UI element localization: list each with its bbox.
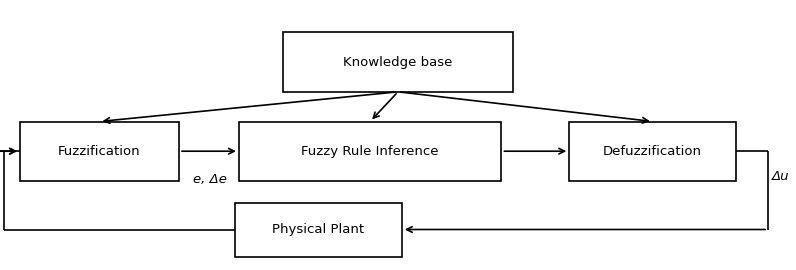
Text: Δu: Δu	[772, 170, 790, 183]
Text: e, Δe: e, Δe	[193, 173, 227, 186]
Text: Physical Plant: Physical Plant	[272, 223, 365, 236]
Text: Fuzzy Rule Inference: Fuzzy Rule Inference	[302, 145, 439, 158]
FancyBboxPatch shape	[20, 122, 179, 181]
FancyBboxPatch shape	[239, 122, 501, 181]
FancyBboxPatch shape	[235, 202, 402, 256]
Text: Defuzzification: Defuzzification	[603, 145, 702, 158]
FancyBboxPatch shape	[569, 122, 736, 181]
FancyBboxPatch shape	[283, 32, 513, 92]
Text: Knowledge base: Knowledge base	[343, 56, 453, 69]
Text: Fuzzification: Fuzzification	[58, 145, 141, 158]
